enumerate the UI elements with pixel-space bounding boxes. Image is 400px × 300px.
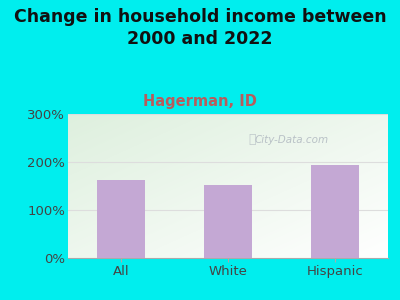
Bar xyxy=(311,165,359,258)
Bar xyxy=(204,185,252,258)
Text: ⦿: ⦿ xyxy=(248,133,256,146)
Bar xyxy=(97,180,145,258)
Text: City-Data.com: City-Data.com xyxy=(255,135,329,145)
Text: Hagerman, ID: Hagerman, ID xyxy=(143,94,257,110)
Text: Change in household income between
2000 and 2022: Change in household income between 2000 … xyxy=(14,8,386,48)
